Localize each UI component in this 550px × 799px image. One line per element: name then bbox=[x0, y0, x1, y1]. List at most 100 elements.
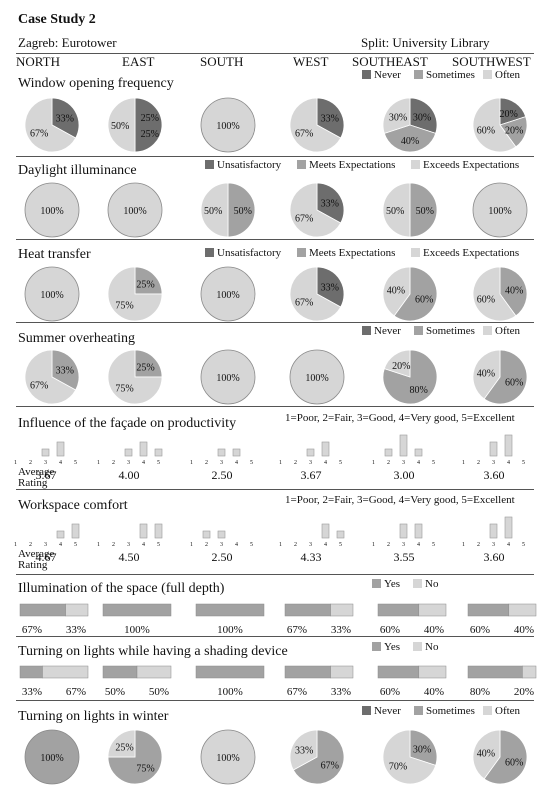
stack-label-illumination-5-0: 60% bbox=[470, 624, 490, 636]
average-value-productivity-5: 3.60 bbox=[484, 468, 505, 482]
tick-label-productivity-5-0: 1 bbox=[462, 460, 465, 466]
bar-productivity-1-4 bbox=[154, 448, 163, 457]
legend-label-window-1: Sometimes bbox=[426, 69, 475, 81]
bar-comfort-3-3 bbox=[321, 523, 330, 539]
pie-label-daylight-3-2: 67% bbox=[295, 214, 313, 225]
pie-label-window-5-2: 60% bbox=[477, 126, 495, 137]
pie-label-lights_winter-4-2: 70% bbox=[389, 762, 407, 773]
stack-seg-lights_shading-1-0 bbox=[102, 665, 138, 679]
pie-label-daylight-0-2: 100% bbox=[40, 206, 63, 217]
pie-label-heat-4-1: 60% bbox=[415, 295, 433, 306]
tick-label-comfort-4-2: 3 bbox=[402, 542, 405, 548]
tick-label-productivity-5-3: 4 bbox=[507, 460, 510, 466]
tick-label-productivity-2-3: 4 bbox=[235, 460, 238, 466]
stack-label-illumination-3-0: 67% bbox=[287, 624, 307, 636]
pie-label-heat-2-2: 100% bbox=[216, 290, 239, 301]
stack-label-illumination-4-1: 40% bbox=[424, 624, 444, 636]
pie-slice-heat-2-2 bbox=[200, 266, 256, 322]
tick-label-productivity-3-0: 1 bbox=[279, 460, 282, 466]
tick-label-comfort-5-3: 4 bbox=[507, 542, 510, 548]
divider bbox=[16, 574, 534, 575]
tick-label-comfort-3-4: 5 bbox=[339, 542, 342, 548]
legend-swatch-illumination-1 bbox=[413, 579, 422, 588]
pie-label-heat-3-2: 67% bbox=[295, 298, 313, 309]
stack-label-lights_shading-4-1: 40% bbox=[424, 686, 444, 698]
pie-slice-lights_winter-2-2 bbox=[200, 729, 256, 785]
tick-label-comfort-4-1: 2 bbox=[387, 542, 390, 548]
tick-label-productivity-4-4: 5 bbox=[432, 460, 435, 466]
pie-slice-daylight-4-1 bbox=[409, 182, 438, 238]
pie-label-window-5-1: 20% bbox=[505, 126, 523, 137]
pie-label-window-3-2: 67% bbox=[295, 129, 313, 140]
average-value-comfort-1: 4.50 bbox=[119, 550, 140, 564]
pie-slice-summer-0-2 bbox=[24, 349, 77, 405]
stack-label-lights_shading-3-0: 67% bbox=[287, 686, 307, 698]
pie-slice-summer-4-2 bbox=[383, 349, 411, 378]
tick-label-comfort-4-3: 4 bbox=[417, 542, 420, 548]
tick-label-comfort-3-0: 1 bbox=[279, 542, 282, 548]
bar-productivity-3-2 bbox=[306, 448, 315, 457]
pie-label-heat-0-2: 100% bbox=[40, 290, 63, 301]
pie-label-window-0-0: 33% bbox=[56, 113, 74, 124]
stack-label-lights_shading-3-1: 33% bbox=[331, 686, 351, 698]
pie-slice-heat-4-2 bbox=[382, 266, 411, 317]
bar-comfort-5-2 bbox=[489, 523, 498, 539]
divider bbox=[16, 156, 534, 157]
legend-swatch-daylight-0 bbox=[205, 160, 214, 169]
tick-label-comfort-4-0: 1 bbox=[372, 542, 375, 548]
pie-slice-window-3-0 bbox=[316, 97, 345, 139]
pie-label-daylight-4-2: 50% bbox=[386, 206, 404, 217]
pie-slice-lights_winter-1-2 bbox=[107, 729, 136, 758]
pie-slice-heat-5-2 bbox=[472, 266, 517, 322]
stack-label-lights_shading-0-1: 67% bbox=[66, 686, 86, 698]
pie-slice-summer-2-2 bbox=[200, 349, 256, 405]
pie-slice-window-5-2 bbox=[472, 97, 517, 153]
divider bbox=[16, 406, 534, 407]
pie-slice-heat-3-0 bbox=[316, 266, 345, 308]
tick-label-productivity-1-4: 5 bbox=[157, 460, 160, 466]
pie-label-heat-5-2: 60% bbox=[477, 295, 495, 306]
pie-label-heat-5-1: 40% bbox=[505, 285, 523, 296]
stack-seg-illumination-0-0 bbox=[19, 603, 66, 617]
orientation-south: SOUTH bbox=[200, 54, 244, 69]
tick-label-productivity-4-3: 4 bbox=[417, 460, 420, 466]
pie-slice-lights_winter-3-2 bbox=[289, 729, 318, 771]
legend-label-summer-2: Often bbox=[495, 325, 521, 337]
tick-label-productivity-1-0: 1 bbox=[97, 460, 100, 466]
stack-seg-illumination-0-1 bbox=[65, 603, 89, 617]
pie-label-window-0-2: 67% bbox=[30, 129, 48, 140]
tick-label-productivity-0-3: 4 bbox=[59, 460, 62, 466]
legend-label-daylight-1: Meets Expectations bbox=[309, 159, 395, 171]
pie-slice-lights_winter-4-1 bbox=[409, 729, 438, 766]
legend-label-heat-2: Exceeds Expectations bbox=[423, 247, 519, 259]
average-label-comfort-2: Rating bbox=[18, 559, 48, 571]
legend-swatch-heat-2 bbox=[411, 248, 420, 257]
average-value-comfort-3: 4.33 bbox=[301, 550, 322, 564]
tick-label-productivity-0-4: 5 bbox=[74, 460, 77, 466]
pie-label-lights_winter-0-1: 100% bbox=[40, 753, 63, 764]
divider bbox=[16, 636, 534, 637]
pie-slice-heat-5-1 bbox=[499, 266, 528, 317]
stack-label-illumination-1-0: 100% bbox=[124, 624, 150, 636]
pie-label-heat-3-0: 33% bbox=[321, 282, 339, 293]
stack-label-illumination-4-0: 60% bbox=[380, 624, 400, 636]
orientation-southwest: SOUTHWEST bbox=[452, 54, 531, 69]
legend-swatch-window-0 bbox=[362, 70, 371, 79]
pie-label-summer-4-1: 80% bbox=[410, 385, 428, 396]
average-value-comfort-2: 2.50 bbox=[212, 550, 233, 564]
bar-productivity-2-3 bbox=[232, 448, 241, 457]
pie-label-window-2-2: 100% bbox=[216, 121, 239, 132]
tick-label-productivity-3-4: 5 bbox=[339, 460, 342, 466]
tick-label-productivity-0-0: 1 bbox=[14, 460, 17, 466]
pie-label-summer-0-2: 67% bbox=[30, 381, 48, 392]
divider bbox=[16, 53, 534, 54]
stack-seg-lights_shading-5-0 bbox=[467, 665, 523, 679]
bar-comfort-0-4 bbox=[71, 523, 80, 539]
stack-label-illumination-0-0: 67% bbox=[22, 624, 42, 636]
stack-label-illumination-5-1: 40% bbox=[514, 624, 534, 636]
stack-seg-lights_shading-4-1 bbox=[418, 665, 447, 679]
stack-seg-illumination-5-1 bbox=[508, 603, 537, 617]
tick-label-comfort-2-4: 5 bbox=[250, 542, 253, 548]
stack-seg-lights_shading-4-0 bbox=[377, 665, 420, 679]
pie-slice-summer-1-2 bbox=[107, 349, 163, 405]
